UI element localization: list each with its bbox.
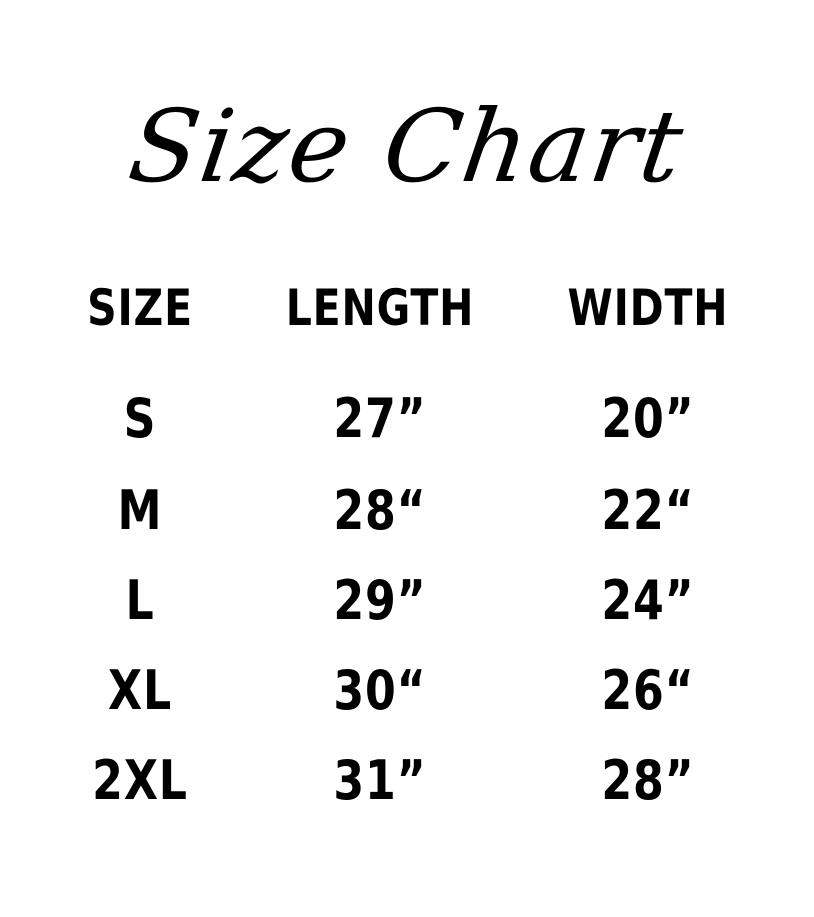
width-cell: 22“ [601,479,695,542]
width-cell: 20” [601,387,695,450]
width-cell: 24” [601,569,695,632]
header-width: WIDTH [567,279,729,337]
length-cell: 30“ [333,659,427,722]
header-size: SIZE [87,279,193,337]
size-cell: XL [107,659,172,722]
width-cell: 26“ [601,659,695,722]
size-cell: S [123,387,157,450]
width-cell: 28” [601,749,695,812]
page-title: Size Chart [122,88,692,205]
length-cell: 27” [333,387,427,450]
length-cell: 31” [333,749,427,812]
length-cell: 29” [333,569,427,632]
header-length: LENGTH [285,279,475,337]
size-cell: L [125,569,155,632]
size-cell: M [117,479,163,542]
length-cell: 28“ [333,479,427,542]
size-cell: 2XL [92,749,188,812]
